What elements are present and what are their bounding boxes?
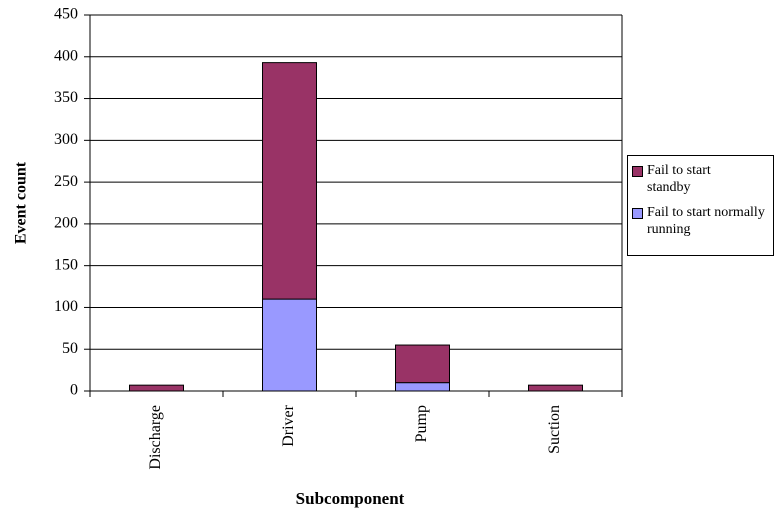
- legend-label: Fail to start standby: [647, 163, 711, 195]
- y-tick-label: 50: [62, 340, 78, 357]
- y-tick-label: 250: [54, 173, 78, 190]
- bar-segment: [129, 384, 184, 392]
- x-tick-label: Suction: [546, 405, 563, 454]
- bar-segment: [395, 382, 450, 392]
- y-tick-label: 200: [54, 215, 78, 232]
- y-axis-title: Event count: [13, 161, 30, 244]
- y-tick-label: 0: [70, 382, 78, 399]
- legend-swatch: [632, 166, 643, 177]
- x-tick-label: Pump: [413, 405, 430, 442]
- y-tick-label: 450: [54, 6, 78, 23]
- y-tick-label: 100: [54, 298, 78, 315]
- bar-segment: [262, 62, 317, 300]
- bar-segment: [528, 384, 583, 392]
- y-tick-label: 150: [54, 256, 78, 273]
- legend-item: Fail to start normally running: [632, 204, 771, 238]
- bar-segment: [395, 344, 450, 384]
- y-tick-label: 400: [54, 47, 78, 64]
- y-tick-label: 300: [54, 131, 78, 148]
- legend-label: Fail to start normally running: [647, 205, 765, 237]
- x-tick-label: Discharge: [147, 405, 164, 470]
- y-tick-label: 350: [54, 89, 78, 106]
- x-tick-label: Driver: [280, 404, 297, 446]
- bar-segment: [262, 298, 317, 392]
- x-axis-title: Subcomponent: [296, 489, 405, 508]
- legend-swatch: [632, 208, 643, 219]
- legend-item: Fail to start standby: [632, 162, 771, 196]
- legend: Fail to start standby Fail to start norma…: [627, 155, 774, 256]
